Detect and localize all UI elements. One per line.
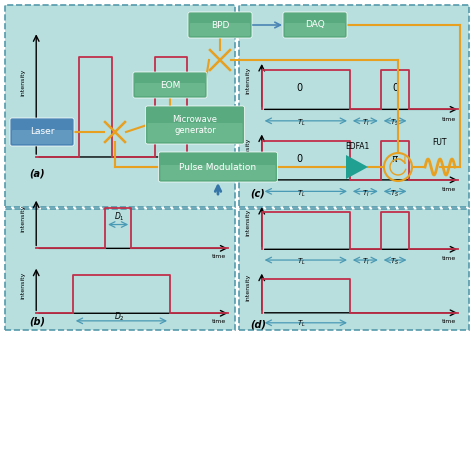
FancyBboxPatch shape <box>190 23 250 36</box>
Text: Microwave
generator: Microwave generator <box>173 115 218 135</box>
Text: time: time <box>441 318 456 324</box>
Text: $T_L$: $T_L$ <box>297 257 306 267</box>
Text: $T_S$: $T_S$ <box>391 188 400 198</box>
Text: BPD: BPD <box>211 20 229 30</box>
Text: time: time <box>212 254 226 259</box>
Polygon shape <box>346 155 368 179</box>
Text: $D_1$: $D_1$ <box>114 211 125 223</box>
Text: $T_S$: $T_S$ <box>391 257 400 267</box>
Text: intensity: intensity <box>20 271 25 298</box>
Text: intensity: intensity <box>20 68 25 96</box>
Text: time: time <box>441 256 456 261</box>
FancyBboxPatch shape <box>133 72 207 98</box>
Text: time: time <box>212 319 226 324</box>
Text: 0: 0 <box>296 83 302 93</box>
Text: intensity: intensity <box>245 137 250 165</box>
Text: time: time <box>212 177 226 182</box>
Text: $T_L$: $T_L$ <box>297 188 306 198</box>
Text: $\pi$: $\pi$ <box>391 154 399 164</box>
Text: time: time <box>441 116 456 121</box>
Text: intensity: intensity <box>245 208 250 236</box>
Text: $T_I$: $T_I$ <box>362 188 369 198</box>
FancyBboxPatch shape <box>239 209 469 330</box>
Text: $D_2$: $D_2$ <box>114 310 125 323</box>
Text: Pulse Modulation: Pulse Modulation <box>180 162 256 172</box>
FancyBboxPatch shape <box>5 5 235 207</box>
Text: time: time <box>441 187 456 192</box>
Text: FUT: FUT <box>433 138 447 147</box>
Text: $T_L$: $T_L$ <box>297 118 306 128</box>
Text: DAQ: DAQ <box>305 20 325 30</box>
Text: (b): (b) <box>30 316 46 326</box>
Text: EDFA1: EDFA1 <box>345 142 369 151</box>
Text: $T_I$: $T_I$ <box>362 257 369 267</box>
FancyBboxPatch shape <box>285 23 345 36</box>
Text: $T_S$: $T_S$ <box>391 118 400 128</box>
Text: (d): (d) <box>251 319 267 329</box>
FancyBboxPatch shape <box>10 118 74 146</box>
Text: $T_I$: $T_I$ <box>362 118 369 128</box>
Text: (a): (a) <box>30 169 46 179</box>
Text: intensity: intensity <box>245 67 250 94</box>
Text: (c): (c) <box>251 188 265 198</box>
FancyBboxPatch shape <box>135 83 205 96</box>
Text: EOM: EOM <box>160 81 180 90</box>
FancyBboxPatch shape <box>161 165 275 180</box>
Text: 0: 0 <box>392 83 398 93</box>
FancyBboxPatch shape <box>146 106 245 144</box>
Text: intensity: intensity <box>245 274 250 301</box>
FancyBboxPatch shape <box>188 12 252 38</box>
Text: $T_L$: $T_L$ <box>297 319 306 329</box>
FancyBboxPatch shape <box>5 209 235 330</box>
FancyBboxPatch shape <box>12 130 72 144</box>
Text: Laser: Laser <box>30 127 54 136</box>
FancyBboxPatch shape <box>283 12 347 38</box>
Text: 0: 0 <box>296 154 302 164</box>
Text: intensity: intensity <box>20 204 25 232</box>
FancyBboxPatch shape <box>158 152 277 182</box>
FancyBboxPatch shape <box>147 123 243 142</box>
FancyBboxPatch shape <box>239 5 469 207</box>
